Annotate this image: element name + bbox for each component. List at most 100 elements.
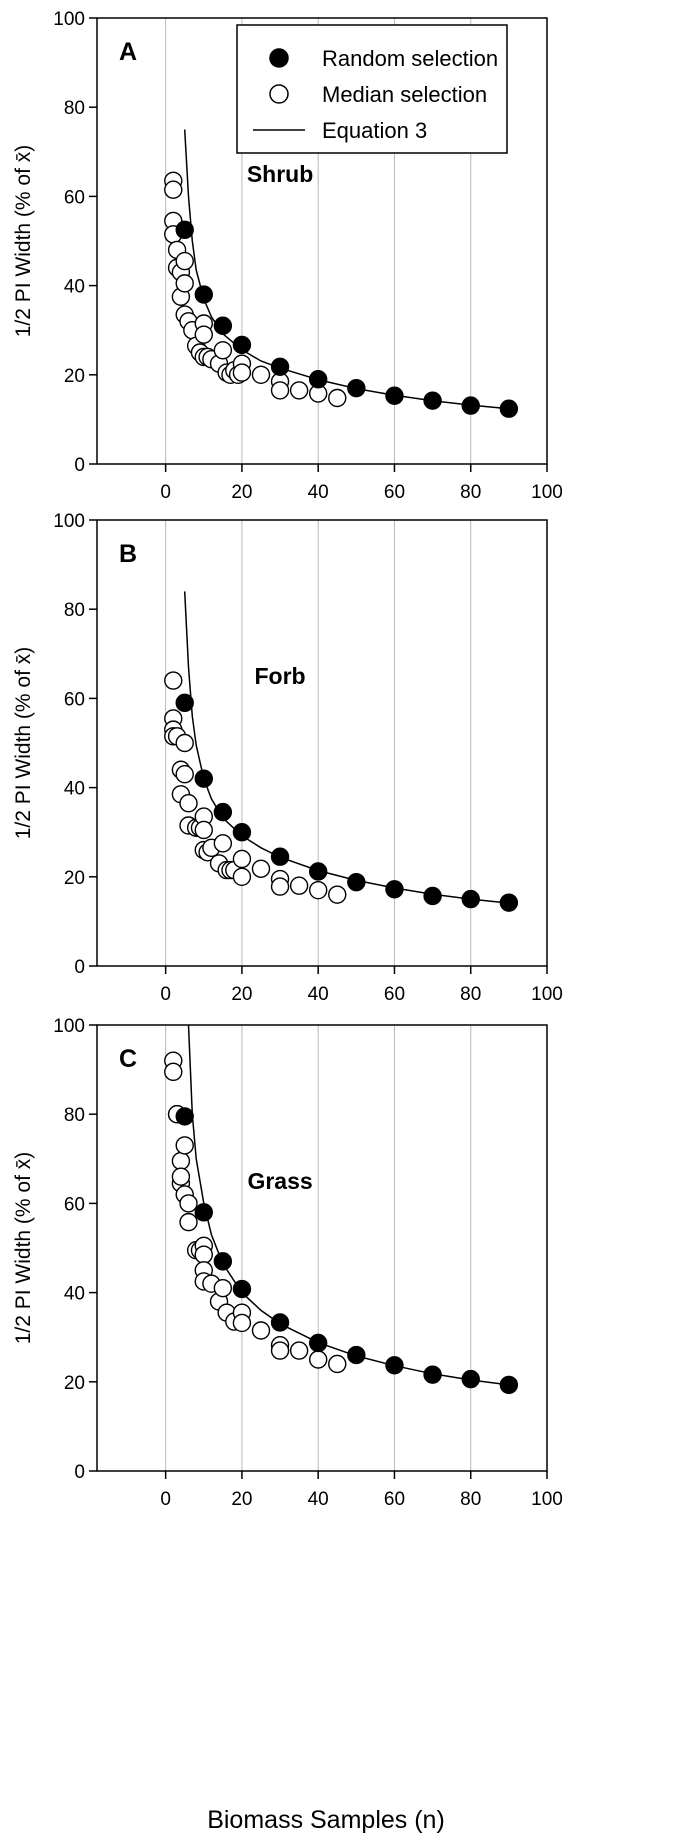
chart-a-equation-line [183,129,509,410]
chart-b-median-point [232,849,252,869]
chart-c-random-point [175,1107,194,1126]
chart-c-random-point [461,1369,480,1389]
chart-c-median-point [171,1167,191,1186]
chart-b-plot-frame [96,519,548,967]
chart-c-median-point [175,1136,194,1155]
chart-b-y-tick-label: 0 [74,957,85,978]
chart-a-random-point [308,370,328,389]
chart-c-panel-letter: C [119,1045,137,1073]
chart-c-x-tick-label: 20 [231,1489,252,1510]
chart-c-plot-frame [96,1024,548,1472]
chart-c-random-point [270,1313,290,1332]
chart-a-panel-letter: A [119,38,137,66]
chart-b-median-point [289,876,309,895]
chart-c-random-point [385,1356,404,1375]
chart-c-median-point [232,1313,252,1333]
chart-b-y-tick-label: 60 [64,689,85,710]
chart-c-median-point [164,1062,183,1082]
chart-b-random-point [499,893,519,912]
chart-a-y-tick-label: 80 [64,98,85,119]
chart-c-median-point [270,1341,290,1360]
chart-a-random-point [499,399,519,418]
chart-b-random-point [175,693,194,713]
chart-b-panel-letter: B [119,540,137,568]
chart-c-x-tick-label: 60 [384,1489,405,1510]
legend-random-marker [269,48,289,68]
chart-b-x-tick-label: 20 [231,984,252,1005]
chart-a-median-point [289,381,309,400]
panel-b: 0 20 40 60 80 100 0 20 40 60 80 100 1/2 PI Width (% … [12,511,563,1005]
chart-b-median-point [179,794,198,813]
chart-b-x-tick-label: 40 [308,984,329,1005]
chart-a-median-point [213,341,233,360]
chart-b-x-tick-label: 100 [531,984,563,1005]
chart-b-random-point [194,769,213,788]
chart-c-y-tick-label: 100 [53,1016,85,1037]
chart-b-median-point [194,820,213,840]
chart-a-median-point [328,388,347,408]
legend: Random selection Median selection Equati… [236,24,508,154]
chart-a-x-tick-label: 40 [308,482,329,503]
chart-a-x-tick-label: 100 [531,482,563,503]
chart-c-x-tick-label: 0 [160,1489,171,1510]
chart-a-median-point [194,325,213,344]
chart-a-random-point [461,396,480,415]
chart-b-y-tick-label: 20 [64,868,85,889]
panels: 0 20 40 60 80 100 0 20 40 60 80 100 1/2 PI Width (% … [12,9,563,1510]
chart-b-x-tick-label: 80 [460,984,481,1005]
chart-a-random-point [213,316,233,335]
chart-a-x-tick-label: 0 [160,482,171,503]
panel-c: 0 20 40 60 80 100 0 20 40 60 80 100 1/2 PI Width (% … [12,1016,563,1510]
chart-a-random-point [385,386,404,405]
chart-b-median-point [232,867,252,886]
chart-b-median-point [251,859,271,878]
chart-c-y-tick-label: 20 [64,1373,85,1394]
chart-b-random-point [270,847,290,866]
chart-c-y-tick-label: 80 [64,1105,85,1126]
chart-c-random-point [423,1365,442,1384]
chart-c-median-point [179,1194,198,1213]
chart-b-x-tick-label: 60 [384,984,405,1005]
chart-b-random-point [232,823,252,842]
chart-a-median-point [175,274,194,293]
chart-b-random-point [347,872,366,892]
legend-median-label: Median selection [322,82,487,107]
chart-b-y-axis-title: 1/2 PI Width (% of x̄) [12,647,35,840]
chart-b-median-point [308,880,328,900]
legend-random-label: Random selection [322,46,498,71]
chart-b-panel-name: Forb [254,663,305,689]
chart-c-median-point [213,1278,233,1298]
chart-c-random-point [194,1203,213,1222]
chart-b-median-point [270,877,290,896]
chart-b-y-tick-label: 100 [53,511,85,532]
chart-c-median-point [328,1354,347,1374]
chart-c-random-point [499,1375,519,1395]
chart-b-random-point [308,862,328,881]
chart-a-median-point [164,180,183,199]
chart-c-median-point [171,1151,191,1171]
chart-b-x-tick-label: 0 [160,984,171,1005]
chart-c-x-tick-label: 80 [460,1489,481,1510]
chart-c-random-point [347,1345,366,1365]
chart-c-equation-line [187,1024,509,1386]
chart-b-median-point [164,671,183,690]
chart-a-median-point [232,363,252,382]
chart-c-median-point [289,1341,309,1360]
chart-a-random-point [175,220,194,240]
chart-c-median-point [308,1350,328,1369]
chart-b-equation-line [183,591,509,904]
chart-a-random-point [423,391,442,410]
chart-b-random-point [461,889,480,909]
chart-a-random-point [347,378,366,398]
chart-c-panel-name: Grass [247,1168,312,1194]
chart-c-y-tick-label: 60 [64,1194,85,1215]
chart-c-x-tick-label: 40 [308,1489,329,1510]
chart-c-y-axis-title: 1/2 PI Width (% of x̄) [12,1152,35,1345]
chart-a-random-point [194,285,213,304]
chart-a-y-tick-label: 20 [64,366,85,387]
panel-a: 0 20 40 60 80 100 0 20 40 60 80 100 1/2 PI Width (% … [12,9,563,503]
chart-a-x-tick-label: 80 [460,482,481,503]
legend-median-marker [269,84,289,104]
chart-a-median-point [251,365,271,384]
